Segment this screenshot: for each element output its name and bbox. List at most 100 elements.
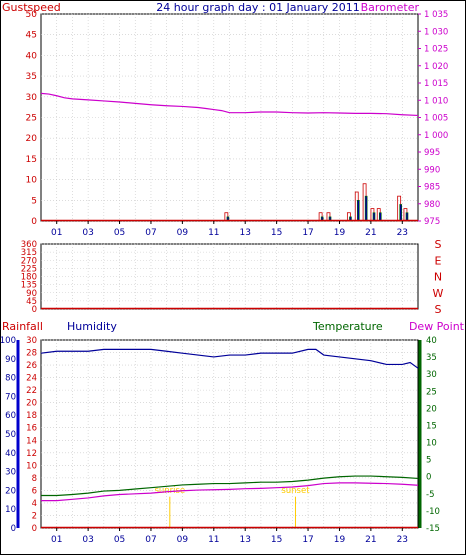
sunrise-label: sunrise <box>154 486 185 496</box>
gust-tick-label: 40 <box>26 51 38 61</box>
humidity-tick-label: 100 <box>0 336 16 346</box>
x-tick-label: 13 <box>239 228 250 238</box>
direction-tick-label: 0 <box>32 305 37 315</box>
temp-tick-label: 10 <box>426 439 437 449</box>
rain-tick-label: 20 <box>26 399 37 409</box>
avg-speed-bar <box>399 204 403 222</box>
x-tick-label: 23 <box>397 535 408 545</box>
rain-tick-label: 12 <box>26 449 37 459</box>
baro-tick-label: 1 020 <box>424 62 448 72</box>
x-tick-label: 09 <box>177 228 189 238</box>
x-tick-label: 03 <box>82 228 93 238</box>
humidity-tick-label: 40 <box>5 449 16 459</box>
humidity-tick-label: 50 <box>5 430 16 440</box>
temp-tick-label: -15 <box>426 524 440 534</box>
temperature-line <box>41 475 419 497</box>
gust-tick-label: 20 <box>26 134 38 144</box>
direction-tick-label: 315 <box>21 248 37 258</box>
barometer-line <box>40 92 419 117</box>
sunset-label: sunset <box>281 486 310 496</box>
baro-tick-label: 990 <box>424 165 440 175</box>
humidity-tick-label: 10 <box>5 505 16 515</box>
temp-tick-label: 0 <box>426 473 431 483</box>
compass-letter: W <box>433 287 444 300</box>
direction-tick-label: 135 <box>21 281 37 291</box>
humidity-tick-label: 30 <box>5 468 16 478</box>
compass-letter: S <box>435 303 442 316</box>
humidity-line <box>40 348 419 369</box>
panel3-hour-ticks: 01 03 05 07 09 11 13 15 17 19 21 23 <box>51 528 408 545</box>
temp-tick-label: -5 <box>426 490 434 500</box>
compass-letter: S <box>435 238 442 251</box>
gust-tick-label: 5 <box>31 196 37 206</box>
x-tick-label: 03 <box>82 535 93 545</box>
humidity-axis-ticks: 0 10 20 30 40 50 60 70 80 90 100 <box>0 336 16 534</box>
x-tick-label: 23 <box>397 228 408 238</box>
direction-tick-label: 45 <box>26 297 37 307</box>
temperature-axis-ticks: -15 -10 -5 0 5 10 15 20 25 30 35 40 <box>426 336 440 534</box>
x-tick-label: 05 <box>114 228 125 238</box>
x-tick-label: 13 <box>239 535 250 545</box>
temp-tick-label: 15 <box>426 421 437 431</box>
direction-tick-label: 270 <box>21 256 37 266</box>
baro-tick-label: 1 005 <box>424 114 448 124</box>
baro-tick-label: 1 000 <box>424 131 448 141</box>
x-tick-label: 15 <box>271 535 282 545</box>
temp-tick-label: 30 <box>426 370 437 380</box>
baro-tick-label: 995 <box>424 148 440 158</box>
rain-tick-label: 10 <box>26 461 37 471</box>
x-tick-label: 07 <box>145 535 156 545</box>
rain-tick-label: 4 <box>32 499 37 509</box>
x-tick-label: 01 <box>51 535 62 545</box>
temp-tick-label: -10 <box>426 507 440 517</box>
baro-tick-label: 985 <box>424 183 440 193</box>
humidity-tick-label: 90 <box>5 355 16 365</box>
gust-tick-label: 45 <box>26 31 37 41</box>
temp-tick-label: 25 <box>426 387 437 397</box>
graph-title: 24 hour graph day : 01 January 2011 <box>156 1 360 14</box>
direction-tick-label: 180 <box>21 273 37 283</box>
compass-letter: E <box>435 254 442 267</box>
baro-tick-label: 1 030 <box>424 27 448 37</box>
rain-tick-label: 14 <box>26 436 37 446</box>
x-tick-label: 07 <box>145 228 156 238</box>
direction-tick-label: 90 <box>26 289 37 299</box>
x-tick-label: 21 <box>365 228 376 238</box>
compass-letter: N <box>434 271 442 284</box>
humidity-legend-label: Humidity <box>67 320 117 333</box>
humidity-tick-label: 70 <box>5 392 16 402</box>
x-tick-label: 19 <box>334 535 346 545</box>
temp-tick-label: 5 <box>426 456 431 466</box>
humidity-tick-label: 80 <box>5 374 16 384</box>
rainfall-legend-label: Rainfall <box>2 320 43 333</box>
baro-tick-label: 1 035 <box>424 10 448 20</box>
rain-tick-label: 22 <box>26 386 37 396</box>
direction-tick-label: 225 <box>21 264 37 274</box>
rain-tick-label: 8 <box>32 474 37 484</box>
baro-tick-label: 975 <box>424 217 440 227</box>
gust-tick-label: 0 <box>31 217 37 227</box>
humidity-tick-label: 20 <box>5 486 16 496</box>
x-tick-label: 17 <box>302 535 313 545</box>
gust-tick-label: 50 <box>26 10 38 20</box>
x-tick-label: 15 <box>271 228 282 238</box>
rain-tick-label: 30 <box>26 336 37 346</box>
barometer-header-label: Barometer <box>361 1 420 14</box>
x-tick-label: 11 <box>208 535 219 545</box>
x-tick-label: 01 <box>51 228 62 238</box>
gust-tick-label: 10 <box>26 176 38 186</box>
gust-tick-label: 30 <box>26 93 38 103</box>
dewpoint-legend-label: Dew Point <box>409 320 465 333</box>
rain-tick-label: 16 <box>26 424 37 434</box>
sun-markers: sunrise sunset <box>154 486 310 528</box>
panel1-gust-axis-ticks: 0 5 10 15 20 25 30 35 40 45 50 <box>26 10 38 227</box>
gust-tick-label: 35 <box>26 72 37 82</box>
baro-tick-label: 1 010 <box>424 96 448 106</box>
gustspeed-header-label: Gustspeed <box>2 1 61 14</box>
rain-tick-label: 0 <box>32 524 37 534</box>
humidity-tick-label: 60 <box>5 411 16 421</box>
